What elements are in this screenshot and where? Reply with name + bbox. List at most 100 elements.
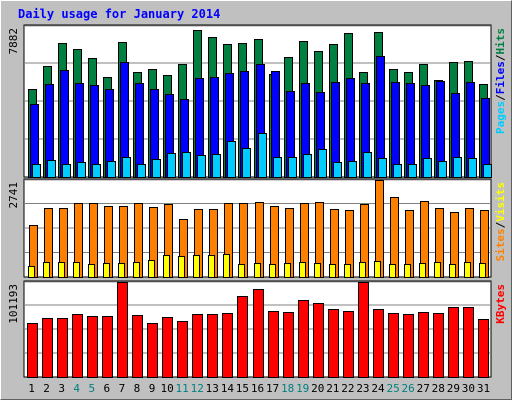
kbytes-bar-kbytes bbox=[27, 323, 38, 378]
visits-sites-panel: 2741 Sites/Visits bbox=[7, 178, 507, 278]
hits-pages-files-bar-pages bbox=[423, 158, 432, 178]
kbytes-bar-kbytes bbox=[132, 315, 143, 378]
kbytes-bar-kbytes bbox=[222, 313, 233, 378]
x-tick-label: 28 bbox=[432, 382, 445, 395]
kbytes-bar-kbytes bbox=[433, 313, 444, 378]
hits-pages-files-bar-pages bbox=[438, 161, 447, 178]
hits-pages-files-bar-files bbox=[60, 70, 69, 178]
x-tick-label: 30 bbox=[462, 382, 475, 395]
x-tick-label: 31 bbox=[477, 382, 490, 395]
visits-sites-bar-sites bbox=[58, 262, 65, 278]
hits-pages-files-bar-pages bbox=[77, 162, 86, 178]
hits-pages-files-legend-part: Hits bbox=[494, 28, 507, 55]
hits-pages-files-bar-pages bbox=[152, 159, 161, 178]
x-tick-label: 16 bbox=[251, 382, 264, 395]
kbytes-bar-kbytes bbox=[313, 303, 324, 378]
hits-pages-files-bar-pages bbox=[122, 157, 131, 178]
kbytes-series-label: KBytes bbox=[494, 284, 507, 324]
kbytes-bar-kbytes bbox=[268, 311, 279, 378]
hits-pages-files-bar-pages bbox=[242, 148, 251, 178]
kbytes-bar-kbytes bbox=[373, 309, 384, 378]
x-tick-label: 26 bbox=[402, 382, 415, 395]
visits-sites-bar-sites bbox=[43, 262, 50, 278]
hits-pages-files-bar-pages bbox=[333, 162, 342, 178]
hits-pages-files-bar-pages bbox=[393, 164, 402, 178]
hits-pages-files-bar-pages bbox=[107, 161, 116, 178]
hits-pages-files-bar-pages bbox=[47, 160, 56, 178]
visits-sites-bar-sites bbox=[329, 264, 336, 278]
hits-pages-files-bar-pages bbox=[92, 164, 101, 178]
visits-sites-bar-sites bbox=[419, 263, 426, 278]
visits-sites-bar-sites bbox=[118, 263, 125, 278]
x-tick-label: 11 bbox=[176, 382, 189, 395]
kbytes-bar-kbytes bbox=[463, 307, 474, 378]
visits-sites-bar-sites bbox=[374, 261, 381, 278]
x-tick-label: 22 bbox=[341, 382, 354, 395]
x-axis-labels: 1 2 3 4 5 6 7 8 9 10 11 12 13 14 15 16 17 18 19 20 21 22 23 24 2… bbox=[28, 382, 490, 395]
hits-pages-files-bar-files bbox=[406, 83, 415, 178]
x-tick-label: 24 bbox=[371, 382, 385, 395]
hits-pages-files-bar-pages bbox=[303, 154, 312, 178]
visits-sites-bar-sites bbox=[359, 262, 366, 278]
kbytes-bar-kbytes bbox=[147, 323, 158, 378]
chart-title: Daily usage for January 2014 bbox=[18, 7, 221, 21]
hits-pages-files-bar-pages bbox=[62, 164, 71, 178]
kbytes-bar-kbytes bbox=[237, 296, 248, 378]
hits-pages-files-bar-pages bbox=[468, 158, 477, 178]
hits-pages-files-ymax-label: 7882 bbox=[7, 28, 20, 55]
hits-pages-files-bar-pages bbox=[227, 141, 236, 178]
visits-sites-bar-sites bbox=[178, 256, 185, 278]
visits-sites-series-label: Sites/Visits bbox=[494, 182, 507, 262]
visits-sites-bar-sites bbox=[28, 266, 35, 278]
kbytes-panel: 101193 KBytes bbox=[7, 280, 507, 378]
kbytes-bar-kbytes bbox=[253, 289, 264, 378]
hits-pages-files-bar-pages bbox=[258, 133, 267, 178]
hits-pages-files-bar-pages bbox=[453, 157, 462, 178]
hits-pages-files-bar-pages bbox=[273, 157, 282, 178]
hits-pages-files-bar-pages bbox=[182, 152, 191, 178]
kbytes-bar-kbytes bbox=[117, 282, 128, 378]
visits-sites-ymax-label: 2741 bbox=[7, 182, 20, 209]
x-tick-label: 2 bbox=[43, 382, 50, 395]
hits-pages-files-bar-pages bbox=[318, 149, 327, 178]
visits-sites-bar-sites bbox=[208, 255, 215, 278]
kbytes-bar-kbytes bbox=[102, 316, 113, 378]
kbytes-bar-kbytes bbox=[162, 317, 173, 378]
visits-sites-bar-sites bbox=[103, 263, 110, 278]
kbytes-bar-kbytes bbox=[388, 313, 399, 378]
visits-sites-bar-sites bbox=[223, 254, 230, 278]
kbytes-bar-kbytes bbox=[343, 311, 354, 378]
kbytes-bar-kbytes bbox=[418, 312, 429, 378]
x-tick-label: 15 bbox=[236, 382, 249, 395]
x-tick-label: 29 bbox=[447, 382, 460, 395]
x-tick-label: 3 bbox=[58, 382, 65, 395]
kbytes-bar-kbytes bbox=[298, 300, 309, 378]
hits-pages-files-bar-pages bbox=[363, 152, 372, 178]
hits-pages-files-legend-part: Pages bbox=[494, 101, 507, 134]
x-tick-label: 27 bbox=[417, 382, 430, 395]
kbytes-legend-part: KBytes bbox=[494, 284, 507, 324]
kbytes-ymax-label: 101193 bbox=[7, 284, 20, 324]
hits-pages-files-bar-files bbox=[391, 82, 400, 178]
x-tick-label: 8 bbox=[134, 382, 141, 395]
visits-sites-bar-sites bbox=[314, 263, 321, 278]
visits-sites-bar-sites bbox=[148, 260, 155, 278]
kbytes-bar-kbytes bbox=[478, 319, 489, 378]
hits-pages-files-series-label: Pages/Files/Hits bbox=[494, 28, 507, 134]
visits-sites-bar-sites bbox=[299, 262, 306, 278]
kbytes-bar-kbytes bbox=[403, 314, 414, 378]
x-tick-label: 21 bbox=[326, 382, 339, 395]
kbytes-bar-kbytes bbox=[328, 309, 339, 378]
hits-pages-files-bar-pages bbox=[32, 164, 41, 178]
hits-pages-files-bar-pages bbox=[408, 164, 417, 178]
visits-sites-bar-sites bbox=[464, 262, 471, 278]
visits-sites-bar-sites bbox=[238, 264, 245, 278]
visits-sites-legend-part: / bbox=[494, 221, 507, 228]
hits-pages-files-bar-pages bbox=[137, 164, 146, 178]
hits-pages-files-bar-pages bbox=[378, 158, 387, 178]
visits-sites-bar-sites bbox=[404, 264, 411, 278]
visits-sites-bar-sites bbox=[73, 262, 80, 278]
hits-pages-files-legend-part: Files bbox=[494, 61, 507, 94]
visits-sites-bar-sites bbox=[449, 264, 456, 278]
